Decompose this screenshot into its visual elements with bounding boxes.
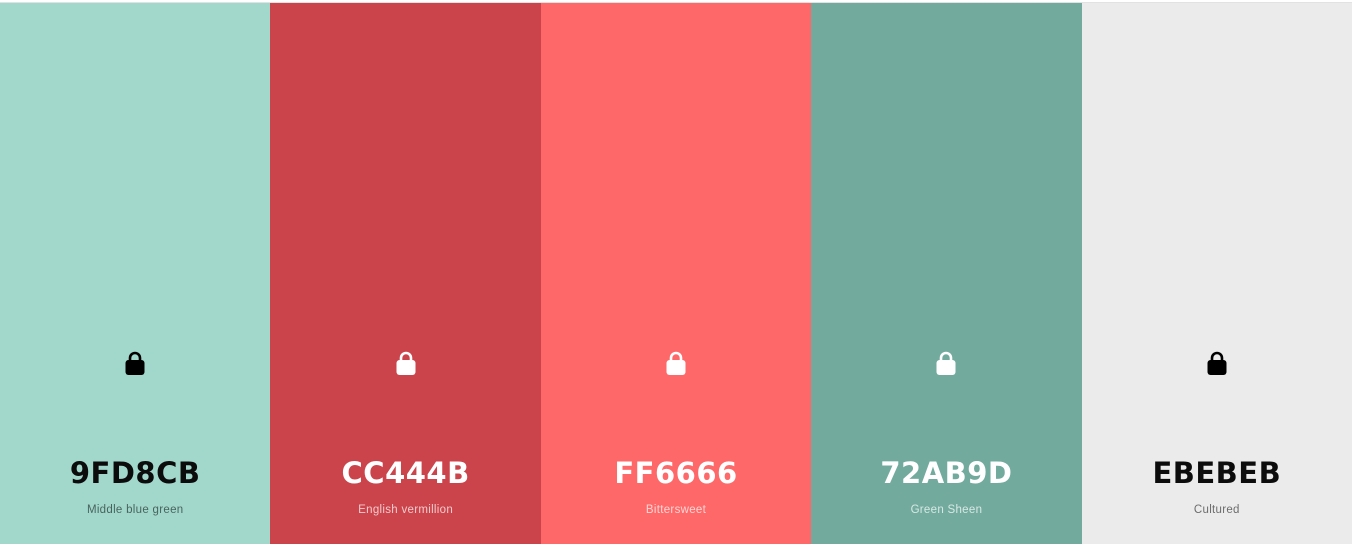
swatch-3[interactable]: FF6666 Bittersweet	[540, 3, 812, 544]
color-name[interactable]: Bittersweet	[645, 504, 707, 516]
color-name[interactable]: Cultured	[1193, 504, 1240, 516]
color-name[interactable]: Middle blue green	[86, 504, 184, 516]
hex-code[interactable]: FF6666	[614, 456, 738, 490]
hex-code[interactable]: 9FD8CB	[69, 456, 201, 490]
lock-icon[interactable]	[935, 350, 957, 376]
swatch-4[interactable]: 72AB9D Green Sheen	[811, 3, 1082, 544]
lock-icon[interactable]	[395, 350, 417, 376]
color-name[interactable]: Green Sheen	[910, 504, 983, 516]
hex-code[interactable]: 72AB9D	[880, 456, 1013, 490]
swatch-1[interactable]: 9FD8CB Middle blue green	[0, 3, 271, 544]
lock-icon[interactable]	[1206, 350, 1228, 376]
swatch-2[interactable]: CC444B English vermillion	[270, 3, 541, 544]
color-name[interactable]: English vermillion	[358, 504, 454, 516]
lock-icon[interactable]	[665, 350, 687, 376]
hex-code[interactable]: CC444B	[341, 456, 470, 490]
lock-icon[interactable]	[124, 350, 146, 376]
swatch-5[interactable]: EBEBEB Cultured	[1081, 3, 1352, 544]
hex-code[interactable]: EBEBEB	[1152, 456, 1282, 490]
